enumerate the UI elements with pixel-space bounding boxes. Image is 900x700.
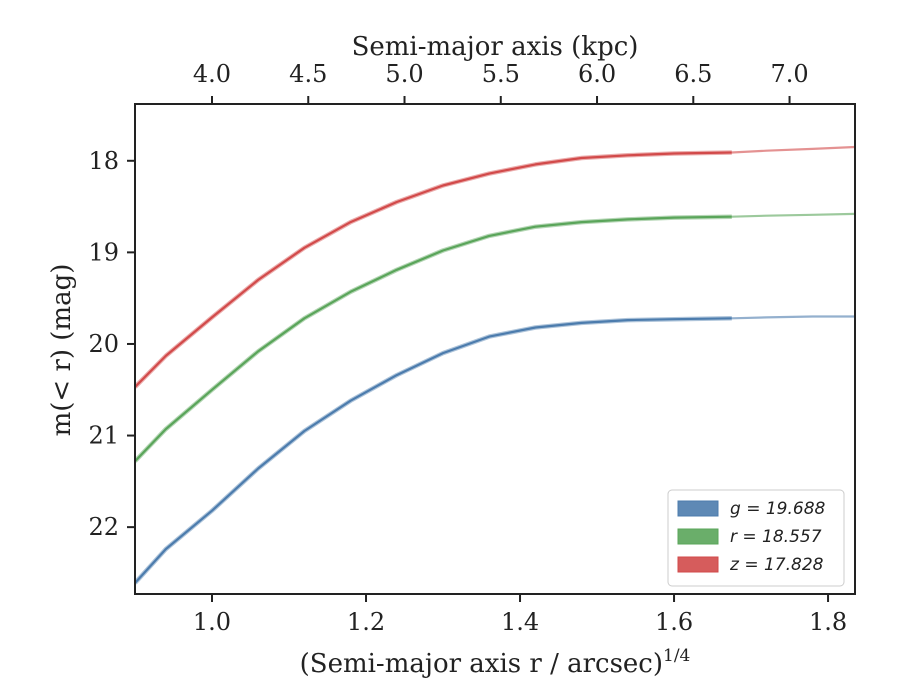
series-z-line xyxy=(135,151,732,388)
plot-frame xyxy=(134,103,856,595)
y-tick-label: 19 xyxy=(88,238,119,266)
legend-swatch xyxy=(677,500,719,517)
y-tick-label: 20 xyxy=(88,330,119,358)
top-tick-label: 5.5 xyxy=(482,60,520,88)
x-tick-label: 1.2 xyxy=(347,608,385,636)
series-z-extension-line xyxy=(731,145,855,154)
y-axis-title: m(< r) (mag) xyxy=(47,264,77,437)
x-tick-label: 1.8 xyxy=(809,608,847,636)
series-g-line xyxy=(135,317,732,584)
x-axis-title-main: (Semi-major axis r / arcsec) xyxy=(300,649,663,679)
x-tick-label: 1.6 xyxy=(655,608,693,636)
top-tick-label: 7.0 xyxy=(770,60,808,88)
legend-swatch xyxy=(677,556,719,573)
legend-label: r = 18.557 xyxy=(730,527,822,547)
axes: 1.0 1.2 1.4 1.6 1.8 4.0 4.5 5.0 5.5 6.0 6.5 7.0 18 19… xyxy=(88,60,856,636)
plot-area xyxy=(135,145,855,585)
legend-swatch xyxy=(677,528,719,545)
x-tick-label: 1.0 xyxy=(193,608,231,636)
top-tick-label: 5.0 xyxy=(385,60,423,88)
y-tick-label: 22 xyxy=(88,513,119,541)
x-axis-title: (Semi-major axis r / arcsec)1/4 xyxy=(300,646,691,679)
y-tick-label: 21 xyxy=(88,422,119,450)
top-axis-title: Semi-major axis (kpc) xyxy=(352,32,639,62)
series-z-band xyxy=(135,150,732,389)
top-tick-label: 4.5 xyxy=(289,60,327,88)
series-r-line xyxy=(135,215,732,462)
series-r-extension-line xyxy=(731,212,855,218)
series-g-extension-line xyxy=(731,315,855,320)
top-tick-label: 4.0 xyxy=(193,60,231,88)
legend: g = 19.688 r = 18.557 z = 17.828 xyxy=(667,489,845,587)
legend-label: g = 19.688 xyxy=(730,499,826,519)
legend-label: z = 17.828 xyxy=(729,555,824,575)
top-tick-label: 6.0 xyxy=(578,60,616,88)
y-tick-label: 18 xyxy=(88,147,119,175)
x-tick-label: 1.4 xyxy=(501,608,539,636)
top-tick-label: 6.5 xyxy=(674,60,712,88)
x-axis-title-exponent: 1/4 xyxy=(663,646,690,666)
